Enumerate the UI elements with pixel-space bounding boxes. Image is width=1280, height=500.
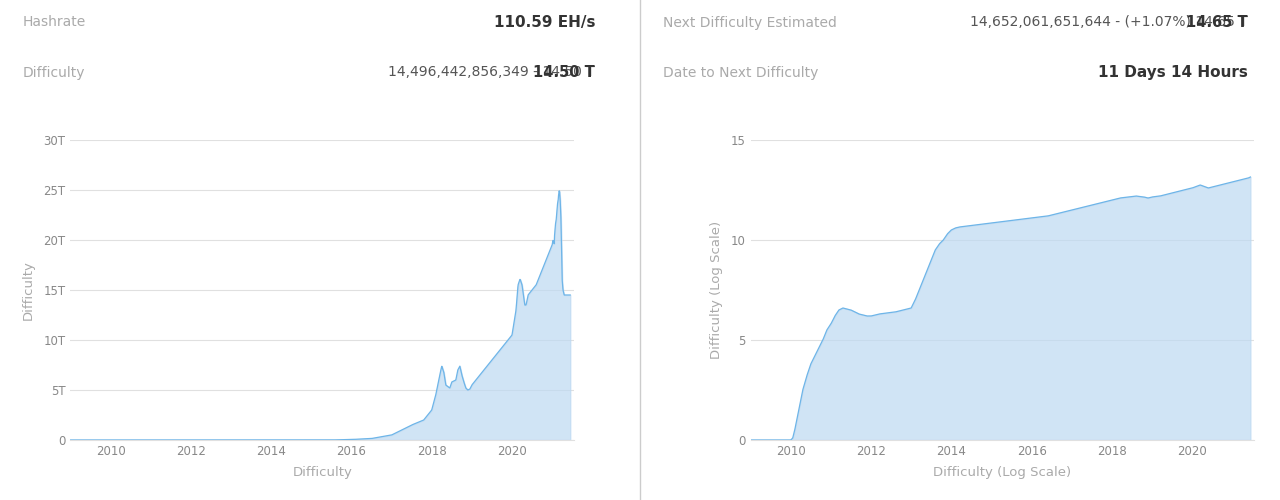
Text: 11 Days 14 Hours: 11 Days 14 Hours [1098,65,1248,80]
Text: Difficulty: Difficulty [23,66,86,80]
Y-axis label: Difficulty (Log Scale): Difficulty (Log Scale) [709,221,722,359]
Text: 14.65 T: 14.65 T [1187,15,1248,30]
X-axis label: Difficulty: Difficulty [292,466,352,479]
Text: 110.59 EH/s: 110.59 EH/s [494,15,595,30]
Text: Date to Next Difficulty: Date to Next Difficulty [663,66,818,80]
Text: 14.50 T: 14.50 T [534,65,595,80]
Text: Next Difficulty Estimated: Next Difficulty Estimated [663,16,837,30]
Text: 14,652,061,651,644 - (+1.07%) 14.65 T: 14,652,061,651,644 - (+1.07%) 14.65 T [970,16,1248,30]
Y-axis label: Difficulty: Difficulty [22,260,35,320]
Text: Hashrate: Hashrate [23,16,86,30]
Text: 14,496,442,856,349 - 14.50 T: 14,496,442,856,349 - 14.50 T [388,66,595,80]
X-axis label: Difficulty (Log Scale): Difficulty (Log Scale) [933,466,1071,479]
